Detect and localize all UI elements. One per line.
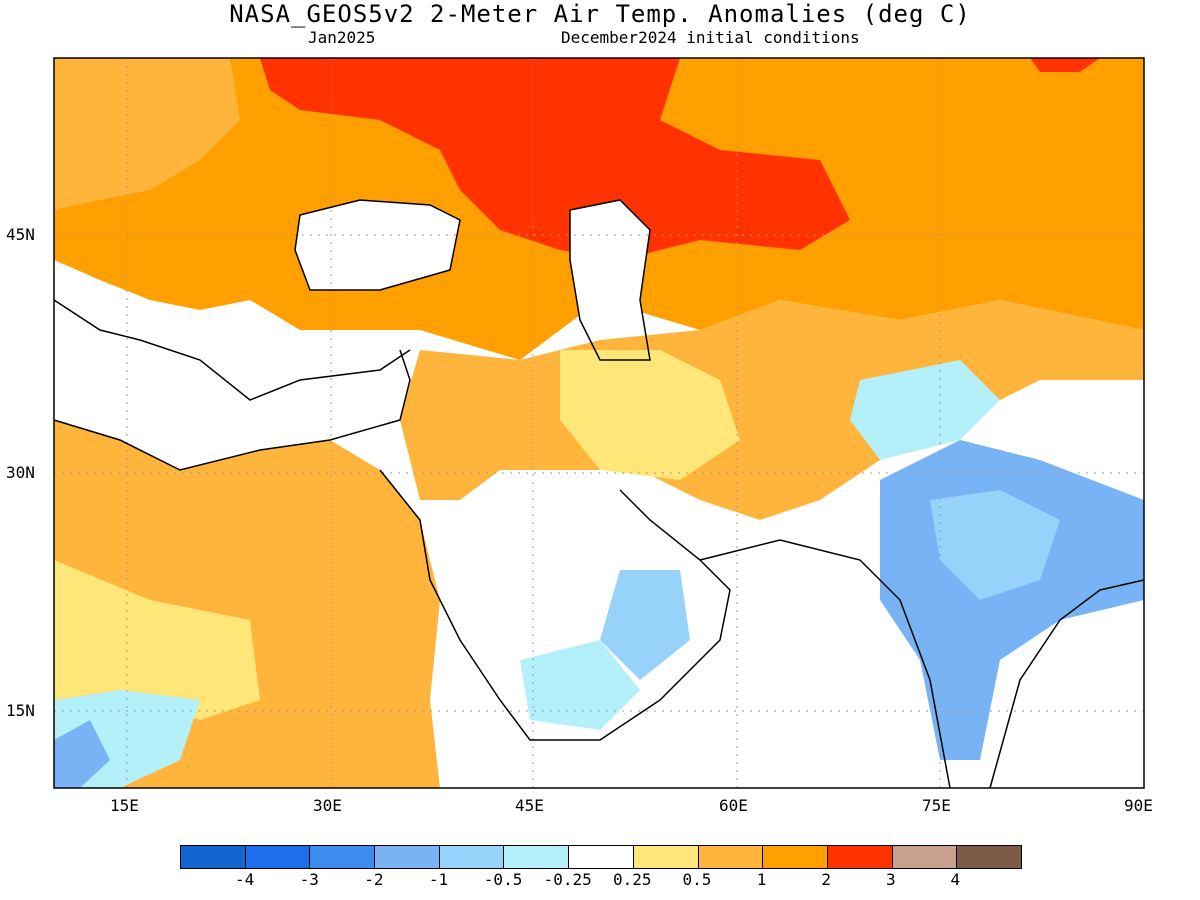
legend-swatch (310, 846, 376, 868)
lon-label: 45E (515, 796, 544, 815)
legend-swatch (827, 846, 893, 868)
legend-swatch (569, 846, 634, 868)
map-grid (54, 58, 1144, 788)
initial-conditions-label: December2024 initial conditions (561, 28, 860, 47)
legend-tick-label: 0.25 (613, 870, 652, 889)
black-sea (295, 200, 460, 290)
legend-tick-label: 0.5 (682, 870, 712, 889)
caspian-sea (570, 200, 650, 360)
region-russia-hot (260, 58, 850, 260)
lat-label: 15N (6, 701, 35, 720)
legend-tick-label: 2 (821, 870, 831, 889)
legend-tick-label: -1 (428, 870, 449, 889)
legend-tick-label: -4 (234, 870, 255, 889)
legend-swatch (892, 846, 958, 868)
legend-swatch (763, 846, 828, 868)
map-fill-layer (54, 58, 1144, 788)
legend-swatch (245, 846, 311, 868)
lon-label: 15E (110, 796, 139, 815)
valid-month-label: Jan2025 (308, 28, 376, 47)
legend-tick-label: -0.5 (483, 870, 523, 889)
arabian-sea (640, 600, 940, 788)
legend-tick-label: 1 (756, 870, 767, 889)
legend-swatch (439, 846, 505, 868)
legend-swatch (181, 846, 246, 868)
legend-tick-label: -2 (364, 870, 384, 889)
legend-tick-label: 3 (885, 870, 896, 889)
arabian-peninsula (440, 480, 740, 730)
page-title: NASA_GEOS5v2 2-Meter Air Temp. Anomalies… (229, 0, 971, 28)
legend-tick-label: 4 (950, 870, 961, 889)
legend-swatch (698, 846, 764, 868)
legend-swatch (633, 846, 699, 868)
color-legend (180, 845, 1022, 869)
map-frame (53, 57, 1145, 789)
lon-label: 30E (313, 796, 342, 815)
legend-swatch (957, 846, 1021, 868)
lon-label: 90E (1124, 796, 1153, 815)
lon-label: 75E (922, 796, 951, 815)
legend-tick-label: -3 (299, 870, 319, 889)
legend-tick-label: -0.25 (543, 870, 592, 889)
coastlines (53, 199, 1145, 789)
lon-label: 60E (719, 796, 748, 815)
legend-swatch (375, 846, 440, 868)
legend-swatch (504, 846, 570, 868)
lat-label: 45N (6, 225, 35, 244)
lat-label: 30N (6, 463, 35, 482)
region-europe-moderate (54, 58, 240, 210)
